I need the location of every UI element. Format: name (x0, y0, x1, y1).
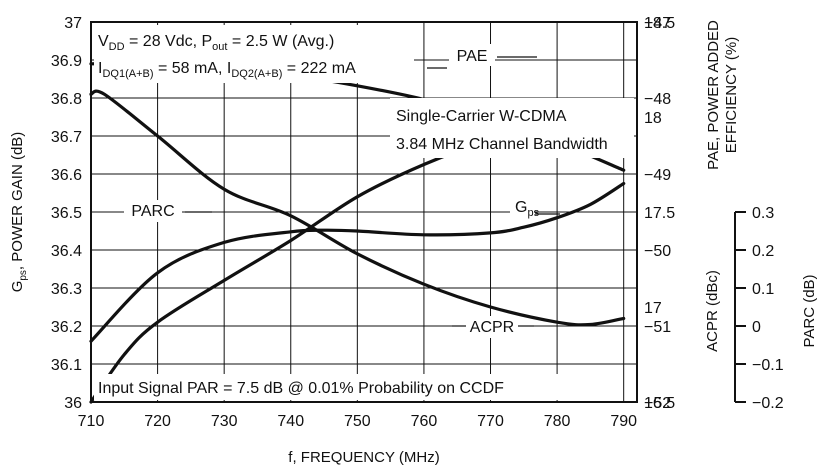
y-tick-label-gps: 36.8 (51, 91, 82, 108)
y-tick-label-pae: 17.5 (644, 205, 675, 222)
y-tick-label-parc: 0 (752, 319, 761, 336)
y-tick-label-gps: 36.1 (51, 357, 82, 374)
acpr-label-bg (466, 316, 518, 338)
y-tick-label-acpr: −48 (644, 91, 671, 108)
y-tick-label-gps: 36.6 (51, 167, 82, 184)
x-tick-label: 750 (344, 413, 371, 430)
pae-label-bg (449, 44, 495, 66)
y-tick-label-gps: 36 (64, 395, 82, 412)
signal-note-line2: 3.84 MHz Channel Bandwidth (396, 136, 608, 153)
y-tick-label-acpr: −47 (644, 15, 671, 32)
x-axis-title: f, FREQUENCY (MHz) (288, 449, 439, 466)
y-tick-label-pae: 17 (644, 300, 662, 317)
x-tick-label: 770 (477, 413, 504, 430)
x-tick-label: 790 (610, 413, 637, 430)
pae-label: PAE (457, 48, 488, 65)
y-tick-label-parc: 0.3 (752, 205, 774, 222)
y-tick-label-parc: 0.2 (752, 243, 774, 260)
x-tick-label: 730 (211, 413, 238, 430)
signal-note-bg (390, 98, 634, 158)
conditions-line1: VDD = 28 Vdc, Pout = 2.5 W (Avg.) (98, 33, 334, 53)
x-tick-label: 710 (78, 413, 105, 430)
gps-label-bg (510, 196, 534, 222)
y-tick-label-gps: 36.3 (51, 281, 82, 298)
x-tick-label: 740 (277, 413, 304, 430)
y-tick-label-pae: 18.5 (644, 15, 675, 32)
y-tick-label-acpr: −50 (644, 243, 671, 260)
conditions-bg (94, 25, 414, 83)
footer-note-bg (94, 374, 572, 400)
x-tick-label: 780 (544, 413, 571, 430)
y-axis-title-pae-line2: EFFICIENCY (%) (723, 37, 740, 153)
y-axis-title-parc: PARC (dB) (801, 274, 818, 347)
tick-labels: 710 720 730 740 750 760 770 780 790 36 36.1 36.2 36.… (51, 15, 675, 430)
y-tick-label-parc: −0.1 (752, 357, 784, 374)
y-tick-label-pae: 16.5 (644, 395, 675, 412)
acpr-label: ACPR (470, 319, 514, 336)
y-axis-title-pae-line1: PAE, POWER ADDED (705, 20, 722, 170)
y-tick-label-gps: 36.2 (51, 319, 82, 336)
y-tick-label-pae: 18 (644, 110, 662, 127)
series-line-gps (89, 181, 626, 343)
y-tick-label-parc: −0.2 (752, 395, 784, 412)
y-tick-label-gps: 37 (64, 15, 82, 32)
grid (90, 21, 637, 403)
y-tick-label-acpr: −51 (644, 319, 671, 336)
y-tick-label-gps: 36.7 (51, 129, 82, 146)
y-tick-label-acpr: −49 (644, 167, 671, 184)
y-tick-label-parc: 0.1 (752, 281, 774, 298)
parc-label-bg (124, 200, 182, 222)
conditions-line2: IDQ1(A+B) = 58 mA, IDQ2(A+B) = 222 mA (98, 60, 356, 80)
y-axis-title-acpr: ACPR (dBc) (704, 270, 721, 352)
y-tick-label-gps: 36.9 (51, 53, 82, 70)
x-tick-label: 760 (411, 413, 438, 430)
y-tick-label-acpr: −52 (644, 395, 671, 412)
parc-axis: 0.3 0.2 0.1 0 −0.1 −0.2 (734, 205, 784, 412)
footer-note: Input Signal PAR = 7.5 dB @ 0.01% Probab… (98, 380, 504, 397)
y-tick-label-gps: 36.5 (51, 205, 82, 222)
signal-note-line1: Single-Carrier W-CDMA (396, 108, 567, 125)
y-axis-title-gps: Gps, POWER GAIN (dB) (9, 132, 29, 293)
parc-label: PARC (131, 203, 174, 220)
plot-frame (90, 21, 638, 403)
series-line-acpr (89, 89, 626, 327)
x-tick-label: 720 (144, 413, 171, 430)
gps-label: Gps (515, 199, 540, 219)
y-tick-label-gps: 36.4 (51, 243, 82, 260)
